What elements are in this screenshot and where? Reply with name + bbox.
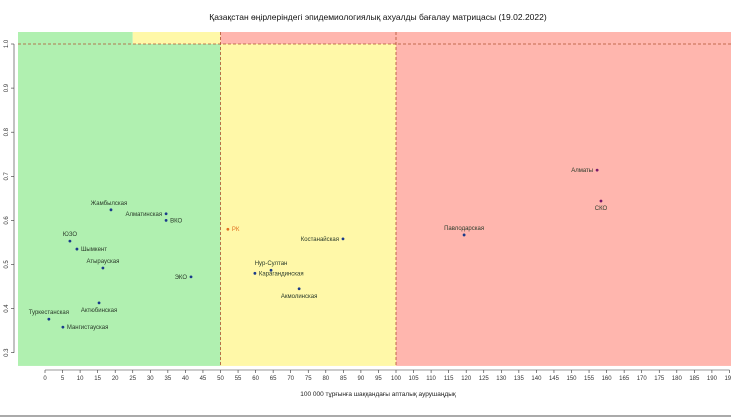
x-tick-label: 15 bbox=[94, 376, 101, 382]
x-tick-label: 80 bbox=[322, 376, 329, 382]
x-tick-label: 180 bbox=[672, 376, 683, 382]
point-label: СКО bbox=[595, 206, 608, 212]
x-tick-label: 65 bbox=[270, 376, 277, 382]
y-tick-label: 0.3 bbox=[4, 348, 10, 357]
x-tick-label: 190 bbox=[707, 376, 718, 382]
data-point[interactable] bbox=[61, 325, 65, 329]
x-tick-label: 150 bbox=[566, 376, 577, 382]
x-tick-label: 195 bbox=[724, 376, 731, 382]
x-tick-label: 45 bbox=[200, 376, 207, 382]
point-label: Акмолинская bbox=[281, 294, 317, 300]
x-tick-label: 100 bbox=[391, 376, 402, 382]
point-label: Костанайская bbox=[301, 236, 339, 243]
point-label: ЭКО bbox=[175, 275, 188, 281]
point-label: Алматы bbox=[571, 168, 593, 174]
point-label: Павлодарская bbox=[444, 226, 484, 232]
data-point[interactable] bbox=[97, 301, 101, 305]
zone-red bbox=[396, 44, 731, 366]
x-tick-label: 130 bbox=[496, 376, 507, 382]
y-tick-label: 0.6 bbox=[4, 216, 10, 225]
data-point[interactable] bbox=[269, 268, 273, 272]
point-label: Шымкент bbox=[81, 247, 107, 253]
point-label: Атырауская bbox=[87, 259, 120, 265]
x-tick-label: 85 bbox=[340, 376, 347, 382]
x-tick-label: 95 bbox=[375, 376, 382, 382]
x-tick-label: 0 bbox=[43, 376, 47, 382]
data-point[interactable] bbox=[341, 237, 345, 241]
data-point[interactable] bbox=[101, 266, 105, 270]
chart-title: Қазақстан өңірлеріндегі эпидемиологиялық… bbox=[209, 12, 547, 22]
data-point[interactable] bbox=[226, 227, 230, 231]
point-label: РК bbox=[232, 227, 240, 233]
x-tick-label: 155 bbox=[584, 376, 595, 382]
y-tick-label: 0.7 bbox=[4, 171, 10, 180]
x-tick-label: 145 bbox=[549, 376, 560, 382]
x-tick-label: 70 bbox=[287, 376, 294, 382]
x-tick-label: 35 bbox=[165, 376, 172, 382]
y-tick-label: 1.0 bbox=[4, 39, 10, 48]
x-tick-label: 60 bbox=[252, 376, 259, 382]
point-label: Алматинская bbox=[126, 212, 163, 218]
x-tick-label: 140 bbox=[531, 376, 542, 382]
x-tick-label: 175 bbox=[654, 376, 665, 382]
zone-red-top bbox=[220, 32, 731, 44]
zone-green-top bbox=[18, 32, 133, 44]
x-tick-label: 135 bbox=[514, 376, 525, 382]
x-tick-label: 5 bbox=[61, 376, 65, 382]
data-point[interactable] bbox=[253, 271, 257, 275]
x-tick-label: 50 bbox=[217, 376, 224, 382]
y-tick-label: 0.8 bbox=[4, 127, 10, 136]
y-tick-label: 0.5 bbox=[4, 260, 10, 269]
x-tick-label: 90 bbox=[358, 376, 365, 382]
point-label: Карагандинская bbox=[259, 271, 304, 277]
x-tick-label: 25 bbox=[129, 376, 136, 382]
data-point[interactable] bbox=[297, 287, 301, 291]
x-tick-label: 185 bbox=[689, 376, 700, 382]
zone-green bbox=[18, 44, 221, 366]
data-point[interactable] bbox=[164, 219, 168, 222]
data-point[interactable] bbox=[595, 168, 599, 172]
point-label: Мангистауская bbox=[67, 325, 108, 331]
data-point[interactable] bbox=[164, 212, 168, 216]
point-label: ЮЗО bbox=[63, 232, 78, 238]
data-point[interactable] bbox=[189, 275, 193, 279]
x-tick-label: 20 bbox=[112, 376, 119, 382]
point-label: ВКО bbox=[170, 218, 182, 224]
data-point[interactable] bbox=[47, 317, 51, 321]
x-tick-label: 120 bbox=[461, 376, 472, 382]
y-tick-label: 0.4 bbox=[4, 304, 10, 313]
data-point[interactable] bbox=[68, 239, 72, 243]
point-label: Жамбылская bbox=[91, 201, 128, 207]
x-tick-label: 125 bbox=[479, 376, 490, 382]
x-tick-label: 160 bbox=[602, 376, 613, 382]
point-label: Нур-Султан bbox=[255, 261, 288, 267]
x-tick-label: 40 bbox=[182, 376, 189, 382]
x-tick-label: 10 bbox=[77, 376, 84, 382]
x-tick-label: 105 bbox=[409, 376, 420, 382]
zone-yellow bbox=[220, 44, 396, 366]
x-tick-label: 110 bbox=[426, 376, 436, 382]
data-point[interactable] bbox=[462, 233, 466, 237]
zone-yellow-top bbox=[132, 32, 221, 44]
x-tick-label: 165 bbox=[619, 376, 630, 382]
x-tick-label: 75 bbox=[305, 376, 312, 382]
y-tick-label: 0.9 bbox=[4, 83, 10, 92]
x-axis-label: 100 000 тұрғынға шаққандағы апталық ауру… bbox=[300, 391, 456, 398]
data-point[interactable] bbox=[75, 247, 79, 251]
point-label: Актюбинская bbox=[81, 308, 117, 314]
x-tick-label: 55 bbox=[235, 376, 242, 382]
data-point[interactable] bbox=[599, 199, 603, 203]
data-point[interactable] bbox=[109, 208, 113, 212]
point-label: Туркестанская bbox=[29, 310, 69, 316]
x-tick-label: 170 bbox=[637, 376, 648, 382]
x-tick-label: 30 bbox=[147, 376, 154, 382]
x-tick-label: 115 bbox=[444, 376, 454, 382]
